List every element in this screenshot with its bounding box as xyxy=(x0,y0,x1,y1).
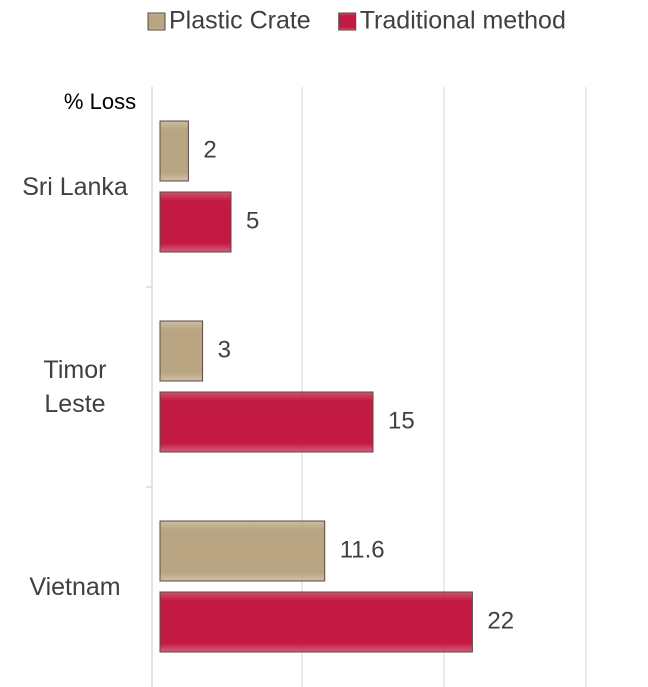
bar xyxy=(159,320,204,382)
legend-swatch xyxy=(338,12,357,31)
y-tick-label: Timor Leste xyxy=(43,356,107,418)
data-label: 22 xyxy=(487,607,514,634)
data-label: 5 xyxy=(246,207,259,234)
bar xyxy=(159,591,473,653)
legend-label: Plastic Crate xyxy=(169,7,311,35)
data-label: 2 xyxy=(203,136,216,163)
y-tick-label: Sri Lanka xyxy=(22,173,128,201)
legend-swatch xyxy=(147,12,166,31)
axis-label: % Loss xyxy=(64,89,136,114)
y-tick-label: Vietnam xyxy=(29,573,121,601)
bar xyxy=(159,120,189,182)
data-label: 11.6 xyxy=(340,536,385,563)
bar xyxy=(159,391,374,453)
bar xyxy=(159,520,326,582)
data-label: 3 xyxy=(218,336,231,363)
legend-label: Traditional method xyxy=(360,7,566,35)
data-label: 15 xyxy=(388,407,415,434)
bar xyxy=(159,191,232,253)
